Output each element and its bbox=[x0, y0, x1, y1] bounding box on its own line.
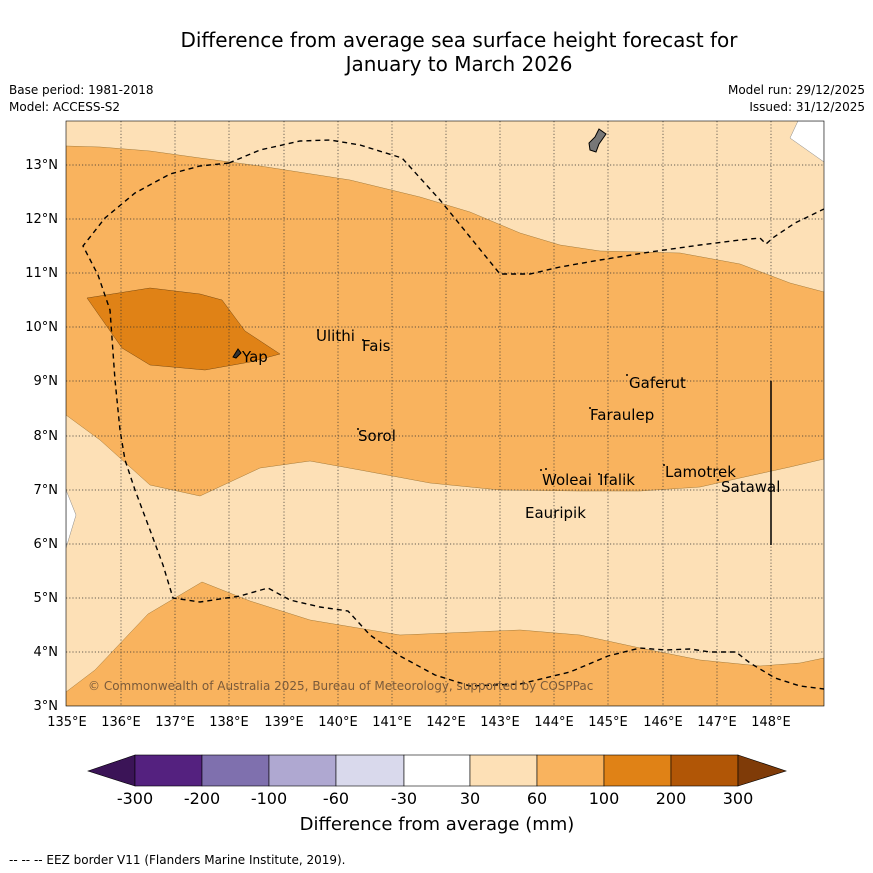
x-tick-label: 147°E bbox=[697, 715, 737, 730]
place-label-satawal: Satawal bbox=[721, 478, 780, 496]
atoll-dots bbox=[317, 329, 719, 481]
y-tick-label: 10°N bbox=[25, 320, 58, 335]
y-tick-label: 4°N bbox=[34, 645, 59, 660]
colorbar-swatch bbox=[469, 754, 538, 787]
white-area-left bbox=[66, 489, 77, 549]
x-tick-label: 136°E bbox=[101, 715, 141, 730]
colorbar-swatch bbox=[603, 754, 672, 787]
place-label-faraulep: Faraulep bbox=[590, 406, 654, 424]
x-tick-label: 146°E bbox=[643, 715, 683, 730]
guam-island-shape bbox=[588, 128, 607, 153]
y-tick-label: 9°N bbox=[34, 374, 59, 389]
y-tick-label: 12°N bbox=[25, 212, 58, 227]
place-label-yap: Yap bbox=[241, 348, 268, 366]
anomaly-patch-100-200 bbox=[86, 287, 281, 371]
colorbar-swatch bbox=[670, 754, 739, 787]
anomaly-band-60-100-south bbox=[66, 581, 824, 706]
colorbar-tick-label: -300 bbox=[117, 789, 153, 808]
x-tick-label: 135°E bbox=[47, 715, 87, 730]
model-label: Model: ACCESS-S2 bbox=[9, 100, 121, 114]
x-tick-label: 138°E bbox=[209, 715, 249, 730]
issued-label: Issued: 31/12/2025 bbox=[749, 100, 865, 114]
y-tick-label: 8°N bbox=[34, 429, 59, 444]
anomaly-band-60-100-north bbox=[66, 145, 824, 497]
gridlines bbox=[66, 121, 824, 706]
map-frame bbox=[65, 120, 825, 707]
colorbar-tick-label: -30 bbox=[391, 789, 417, 808]
colorbar-tick-label: 300 bbox=[723, 789, 754, 808]
colorbar-swatch bbox=[403, 754, 471, 787]
place-label-sorol: Sorol bbox=[358, 427, 396, 445]
map-title-line-1: Difference from average sea surface heig… bbox=[180, 28, 738, 52]
model-run-label: Model run: 29/12/2025 bbox=[727, 83, 865, 97]
place-label-woleai: Woleai bbox=[542, 471, 592, 489]
colorbar-extend-low bbox=[87, 754, 136, 787]
x-tick-label: 145°E bbox=[588, 715, 628, 730]
colorbar-label: Difference from average (mm) bbox=[300, 814, 575, 835]
y-tick-label: 11°N bbox=[25, 266, 58, 281]
x-tick-label: 141°E bbox=[372, 715, 412, 730]
eez-border-west bbox=[82, 162, 824, 690]
y-axis: 3°N 4°N 5°N 6°N 7°N 8°N 9°N 10°N 11°N 12… bbox=[25, 158, 58, 714]
colorbar-tick-label: 200 bbox=[656, 789, 687, 808]
colorbar-tick-label: -100 bbox=[251, 789, 287, 808]
colorbar-swatch bbox=[335, 754, 405, 787]
colorbar-swatch bbox=[201, 754, 270, 787]
x-tick-label: 140°E bbox=[318, 715, 358, 730]
colorbar-ticks: -300 -200 -100 -60 -30 30 60 100 200 300 bbox=[117, 789, 753, 808]
place-label-lamotrek: Lamotrek bbox=[665, 463, 736, 481]
place-label-gaferut: Gaferut bbox=[629, 374, 686, 392]
y-tick-label: 6°N bbox=[34, 537, 59, 552]
place-label-eauripik: Eauripik bbox=[525, 504, 586, 522]
place-label-ulithi: Ulithi bbox=[316, 327, 355, 345]
x-tick-label: 142°E bbox=[426, 715, 466, 730]
x-tick-label: 148°E bbox=[751, 715, 791, 730]
x-tick-label: 143°E bbox=[480, 715, 520, 730]
colorbar-tick-label: -60 bbox=[323, 789, 349, 808]
y-tick-label: 3°N bbox=[34, 699, 59, 714]
map-title-line-2: January to March 2026 bbox=[345, 52, 573, 76]
colorbar-tick-label: -200 bbox=[184, 789, 220, 808]
place-label-fais: Fais bbox=[362, 337, 391, 355]
colorbar-extend-high bbox=[737, 754, 787, 787]
x-tick-label: 139°E bbox=[264, 715, 304, 730]
x-tick-label: 137°E bbox=[155, 715, 195, 730]
colorbar-tick-label: 60 bbox=[527, 789, 547, 808]
x-tick-label: 144°E bbox=[534, 715, 574, 730]
y-tick-label: 5°N bbox=[34, 591, 59, 606]
colorbar-tick-label: 100 bbox=[589, 789, 620, 808]
colorbar-swatch bbox=[536, 754, 605, 787]
colorbar-swatch bbox=[268, 754, 337, 787]
colorbar-tick-label: 30 bbox=[460, 789, 480, 808]
yap-island-shape bbox=[232, 348, 242, 359]
x-axis: 135°E 136°E 137°E 138°E 139°E 140°E 141°… bbox=[47, 715, 791, 730]
colorbar-swatch bbox=[134, 754, 203, 787]
white-area-top-right bbox=[789, 121, 824, 163]
colorbar bbox=[87, 754, 787, 787]
copyright-note: © Commonwealth of Australia 2025, Bureau… bbox=[88, 679, 593, 693]
eez-legend-note: -- -- -- EEZ border V11 (Flanders Marine… bbox=[9, 853, 346, 867]
map-area: Yap Ulithi Fais Gaferut Faraulep Sorol W… bbox=[66, 121, 824, 706]
y-tick-label: 13°N bbox=[25, 158, 58, 173]
y-tick-label: 7°N bbox=[34, 483, 59, 498]
base-period-label: Base period: 1981-2018 bbox=[9, 83, 154, 97]
eez-border-north bbox=[228, 139, 824, 275]
place-label-ifalik: Ifalik bbox=[599, 471, 635, 489]
